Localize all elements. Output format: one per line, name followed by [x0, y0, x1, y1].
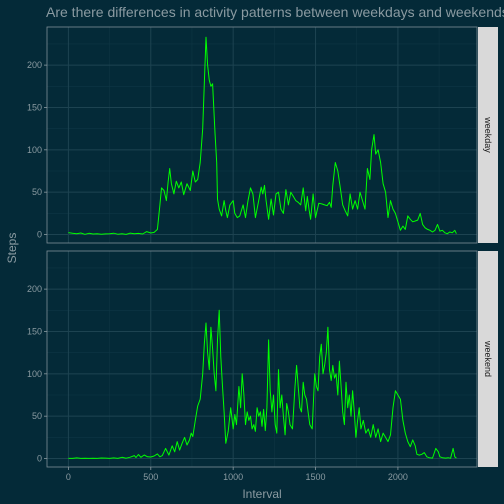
- y-tick-label: 150: [27, 102, 42, 112]
- panel-border: [46, 250, 478, 468]
- y-tick-label: 50: [32, 411, 42, 421]
- y-tick-label: 200: [27, 60, 42, 70]
- x-tick-label: 1500: [306, 472, 326, 482]
- facet-panels: 0 50 100 150 200 weekday 0 50 100 150 200 weekend: [27, 26, 498, 468]
- y-tick-label: 50: [32, 187, 42, 197]
- x-tick-label: 0: [66, 472, 71, 482]
- y-tick-label: 0: [37, 230, 42, 240]
- panel-border: [46, 26, 478, 244]
- panel-weekday: 0 50 100 150 200 weekday: [27, 26, 498, 244]
- facet-strip-weekday: weekday: [478, 27, 498, 243]
- y-axis-title: Steps: [5, 233, 19, 264]
- facet-strip-background: [478, 27, 498, 243]
- y-tick-label: 200: [27, 284, 42, 294]
- y-tick-label: 0: [37, 454, 42, 464]
- y-tick-label: 100: [27, 145, 42, 155]
- facet-strip-weekend: weekend: [478, 251, 498, 467]
- facet-strip-label: weekday: [483, 116, 493, 153]
- y-tick-label: 150: [27, 326, 42, 336]
- y-tick-label: 100: [27, 369, 42, 379]
- x-axis: 0 500 1000 1500 2000: [66, 467, 408, 482]
- x-axis-title: Interval: [242, 487, 281, 501]
- panel-background: [47, 251, 477, 467]
- facet-strip-label: weekend: [483, 340, 493, 377]
- panel-background: [47, 27, 477, 243]
- x-tick-label: 500: [143, 472, 158, 482]
- panel-weekend: 0 50 100 150 200 weekend: [27, 250, 498, 468]
- x-tick-label: 1000: [223, 472, 243, 482]
- series-line-weekday: [68, 36, 457, 235]
- x-tick-label: 2000: [388, 472, 408, 482]
- series-line-weekend: [68, 309, 457, 459]
- chart-title: Are there differences in activity patter…: [46, 4, 504, 20]
- facet-strip-background: [478, 251, 498, 467]
